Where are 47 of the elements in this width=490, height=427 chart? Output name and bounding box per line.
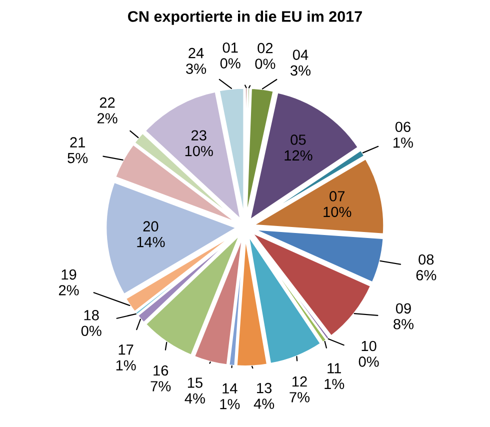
chart-title: CN exportierte in die EU im 2017 <box>128 10 362 25</box>
data-label: 2% <box>58 285 79 296</box>
slice-label: 22 <box>100 97 115 108</box>
data-label: 12% <box>284 150 312 161</box>
data-label: 1% <box>116 360 136 370</box>
slice-label: 01 <box>222 42 238 53</box>
data-label: 2% <box>97 113 118 124</box>
data-label: 0% <box>81 326 102 336</box>
data-label: 0% <box>220 58 240 68</box>
slice-label: 04 <box>292 50 308 60</box>
data-label: 3% <box>186 64 206 74</box>
data-label: 1% <box>220 399 240 410</box>
slice-label: 08 <box>418 254 434 265</box>
data-label: 0% <box>358 356 379 367</box>
data-label: 5% <box>68 152 88 164</box>
slice-label: 05 <box>290 134 306 145</box>
slice-label: 02 <box>258 42 273 54</box>
slice-label: 06 <box>395 122 410 132</box>
slice-label: 12 <box>292 376 307 387</box>
data-label: 7% <box>290 392 310 402</box>
data-label: 10% <box>185 146 213 156</box>
data-label: 3% <box>290 65 310 76</box>
slice-label: 24 <box>188 48 204 58</box>
data-label: 4% <box>184 393 205 404</box>
slice-label: 16 <box>154 365 168 376</box>
slice-label: 21 <box>70 137 85 148</box>
data-label: 1% <box>394 137 413 148</box>
slice-label: 23 <box>191 130 206 141</box>
slice-label: 07 <box>330 191 345 202</box>
data-label: 6% <box>416 270 436 280</box>
slice-label: 20 <box>143 221 158 232</box>
slice-label: 10 <box>362 340 376 352</box>
slice-label: 11 <box>328 363 341 374</box>
data-label: 0% <box>255 58 276 69</box>
data-label: 4% <box>254 398 274 409</box>
slice-label: 17 <box>118 344 134 355</box>
data-label: 8% <box>394 318 414 330</box>
data-label: 14% <box>137 236 165 248</box>
slice-label: 19 <box>62 269 76 280</box>
data-label: 1% <box>324 378 344 390</box>
data-label: 7% <box>150 381 171 392</box>
slice-label: 14 <box>222 383 238 394</box>
slice-label: 09 <box>396 303 411 314</box>
slice-label: 15 <box>188 378 202 388</box>
slice-label: 18 <box>84 310 99 320</box>
slice-label: 13 <box>257 382 272 394</box>
data-label: 10% <box>324 206 352 218</box>
